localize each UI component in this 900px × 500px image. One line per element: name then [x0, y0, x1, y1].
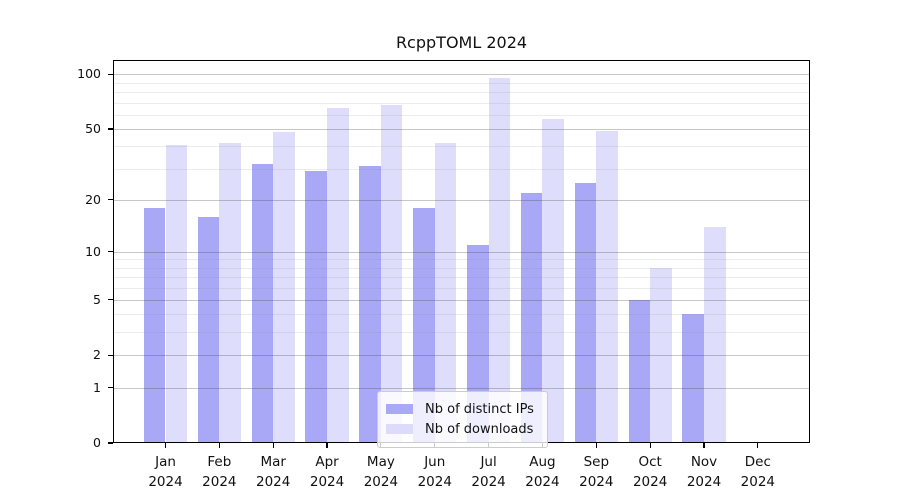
bar-downloads	[165, 144, 188, 443]
y-tick-label: 5	[93, 291, 101, 307]
x-tick-label: Jan 2024	[148, 454, 183, 490]
x-tick-mark	[757, 443, 759, 448]
x-tick-mark	[272, 443, 274, 448]
bar-downloads	[650, 267, 672, 443]
legend-label-distinct-ips: Nb of distinct IPs	[425, 401, 534, 417]
plot-area: Nb of distinct IPs Nb of downloads	[113, 60, 810, 448]
x-tick-mark	[218, 443, 220, 448]
y-tick-mark	[108, 299, 113, 301]
gridline-minor	[113, 102, 810, 104]
x-tick-mark	[703, 443, 705, 448]
bar-distinct-ips	[413, 207, 435, 443]
gridline-minor	[113, 259, 810, 261]
x-tick-label: Mar 2024	[256, 454, 291, 490]
x-tick-label: Aug 2024	[525, 454, 560, 490]
x-tick-label: Nov 2024	[686, 454, 722, 490]
legend-swatch-distinct-ips	[386, 404, 413, 414]
y-tick-mark	[108, 387, 113, 389]
x-tick-mark	[326, 443, 328, 448]
bar-distinct-ips	[574, 182, 597, 443]
gridline-minor	[113, 114, 810, 116]
x-tick-label: Jun 2024	[417, 454, 452, 490]
gridline-minor	[113, 332, 810, 334]
bar-downloads	[380, 104, 403, 443]
bar-distinct-ips	[143, 207, 166, 443]
y-tick-mark	[108, 128, 113, 130]
gridline-major	[113, 387, 810, 389]
gridline-major	[113, 251, 810, 253]
gridline-minor	[113, 287, 810, 289]
gridline-minor	[113, 92, 810, 94]
bar-downloads	[327, 108, 349, 443]
y-tick-mark	[108, 199, 113, 201]
bar-downloads	[488, 77, 511, 443]
y-tick-label: 100	[77, 66, 101, 82]
bar-downloads	[273, 132, 295, 443]
bar-distinct-ips	[682, 314, 704, 443]
chart-title: RcppTOML 2024	[395, 33, 528, 52]
y-tick-mark	[108, 250, 113, 253]
legend-item-distinct-ips: Nb of distinct IPs	[386, 399, 537, 419]
x-tick-label: May 2024	[363, 454, 399, 490]
bar-distinct-ips	[197, 216, 220, 443]
y-tick-label: 20	[85, 191, 101, 207]
bar-downloads	[434, 142, 457, 443]
gridline-major	[113, 299, 810, 301]
legend-item-downloads: Nb of downloads	[386, 419, 537, 439]
legend-label-downloads: Nb of downloads	[425, 421, 534, 437]
y-tick-label: 1	[93, 379, 101, 395]
bar-downloads	[596, 130, 618, 443]
y-tick-mark	[108, 354, 113, 356]
gridline-major	[113, 128, 810, 130]
y-tick-mark	[108, 73, 113, 76]
x-tick-label: Oct 2024	[632, 454, 668, 490]
bar-distinct-ips	[520, 192, 543, 443]
y-tick-label: 10	[85, 243, 101, 259]
x-tick-label: Jul 2024	[471, 454, 506, 490]
bar-distinct-ips	[628, 299, 651, 443]
gridline-minor	[113, 267, 810, 269]
x-tick-mark	[164, 443, 167, 448]
gridline-minor	[113, 146, 810, 148]
y-tick-label: 2	[93, 347, 101, 363]
gridline-minor	[113, 314, 810, 316]
gridline-major	[113, 199, 810, 201]
bar-distinct-ips	[251, 163, 274, 443]
y-tick-label: 0	[93, 435, 101, 450]
x-tick-label: Feb 2024	[202, 454, 237, 490]
bar-downloads	[219, 142, 241, 443]
gridline-major	[113, 74, 810, 76]
bar-distinct-ips	[359, 166, 381, 443]
gridline-minor	[113, 168, 810, 170]
x-tick-label: Apr 2024	[309, 454, 345, 490]
y-tick-label: 50	[85, 120, 101, 136]
x-tick-mark	[595, 443, 597, 448]
x-tick-label: Sep 2024	[579, 454, 614, 490]
x-tick-mark	[649, 443, 651, 448]
bar-downloads	[704, 226, 726, 443]
legend: Nb of distinct IPs Nb of downloads	[377, 391, 548, 448]
bar-distinct-ips	[305, 171, 328, 443]
gridline-minor	[113, 276, 810, 278]
gridline-minor	[113, 82, 810, 84]
x-tick-label: Dec 2024	[740, 454, 776, 490]
legend-swatch-downloads	[386, 424, 413, 434]
gridline-major	[113, 355, 810, 357]
y-tick-mark	[108, 442, 113, 444]
bar-downloads	[542, 118, 565, 443]
